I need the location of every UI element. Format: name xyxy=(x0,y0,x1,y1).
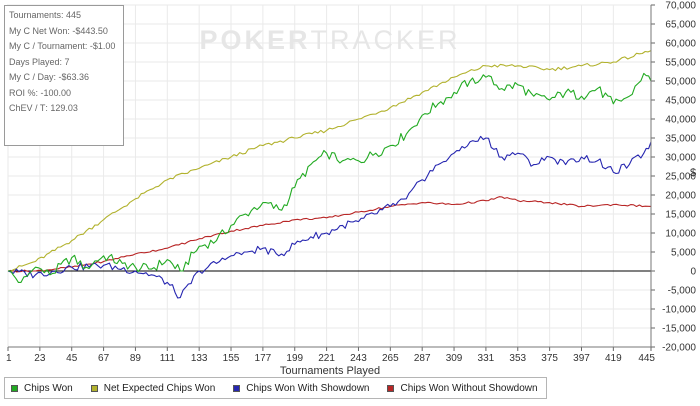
y-tick-label: 40,000 xyxy=(665,115,696,126)
y-tick-label: 5,000 xyxy=(671,248,696,259)
x-tick-label: 265 xyxy=(382,353,399,364)
stat-separator: : xyxy=(61,10,67,20)
stat-label: My C / Day xyxy=(9,72,54,82)
stat-value: 445 xyxy=(66,10,82,20)
x-tick-label: 397 xyxy=(573,353,590,364)
stat-label: My C / Tournament xyxy=(9,41,85,51)
stat-value: -$1.00 xyxy=(89,41,116,51)
x-tick-label: 45 xyxy=(66,353,78,364)
x-tick-label: 221 xyxy=(318,353,335,364)
series-group xyxy=(7,50,652,299)
stat-label: ROI % xyxy=(9,87,36,98)
x-tick-label: 23 xyxy=(34,353,46,364)
stat-value: -100.00 xyxy=(40,87,72,98)
watermark: POKERTRACKER xyxy=(199,25,460,55)
stat-separator: : xyxy=(67,25,73,36)
stat-net-won: My C Net Won: -$443.50 xyxy=(9,24,119,40)
x-tick-label: 177 xyxy=(255,353,272,364)
y-tick-label: 65,000 xyxy=(665,20,696,31)
stat-per-day: My C / Day: -$63.36 xyxy=(9,70,119,86)
legend-item-without-showdown[interactable]: Chips Won Without Showdown xyxy=(387,382,538,394)
y-tick-label: -15,000 xyxy=(662,324,696,335)
x-tick-label: 331 xyxy=(478,353,495,364)
y-tick-label: -5,000 xyxy=(668,286,697,297)
stat-value: 7 xyxy=(64,56,70,67)
y-tick-label: 45,000 xyxy=(665,96,696,107)
y-axis-title: $ xyxy=(690,167,696,179)
x-tick-label: 287 xyxy=(414,353,431,364)
x-tick-label: 419 xyxy=(605,353,622,364)
y-tick-label: 30,000 xyxy=(665,153,696,164)
net-expected-line xyxy=(7,50,652,273)
stat-separator: : xyxy=(53,72,59,82)
stat-label: Tournaments xyxy=(9,10,62,20)
stat-separator: : xyxy=(45,103,51,113)
stat-value: -$443.50 xyxy=(72,25,108,36)
x-tick-label: 133 xyxy=(191,353,208,364)
x-tick-label: 243 xyxy=(350,353,367,364)
stat-value: 129.03 xyxy=(50,103,78,113)
stat-value: -$63.36 xyxy=(58,72,90,82)
y-tick-label: 10,000 xyxy=(665,229,696,240)
y-tick-label: 60,000 xyxy=(665,39,696,50)
stat-label: Days Played xyxy=(9,56,60,67)
stat-separator: : xyxy=(59,56,65,67)
y-tick-label: 35,000 xyxy=(665,134,696,145)
x-tick-label: 353 xyxy=(509,353,526,364)
stat-per-tournament: My C / Tournament: -$1.00 xyxy=(9,39,119,55)
y-tick-label: 70,000 xyxy=(665,1,696,12)
legend-swatch xyxy=(233,384,241,392)
stat-days-played: Days Played: 7 xyxy=(9,55,119,71)
y-tick-label: 15,000 xyxy=(665,210,696,221)
legend-item-chips-won[interactable]: Chips Won xyxy=(11,383,73,394)
y-tick-label: 20,000 xyxy=(665,191,696,202)
x-tick-label: 199 xyxy=(286,353,303,364)
legend-label: Chips Won With Showdown xyxy=(246,382,370,394)
legend-swatch xyxy=(11,384,18,392)
legend-swatch xyxy=(387,384,395,392)
stat-roi: ROI %: -100.00 xyxy=(9,86,119,102)
chart-legend: Chips Won Net Expected Chips Won Chips W… xyxy=(4,377,547,399)
chips-won-line xyxy=(7,72,652,283)
stat-label: ChEV / T xyxy=(9,103,46,113)
axes: -20,000 -15,000 -10,000 -5,000 0 5,000 10,000 1… xyxy=(6,1,696,365)
x-tick-label: 89 xyxy=(130,353,142,364)
stats-panel: Tournaments: 445 My C Net Won: -$443.50 … xyxy=(4,5,124,146)
x-axis-title: Tournaments Played xyxy=(280,365,380,377)
x-tick-label: 309 xyxy=(446,353,463,364)
x-tick-label: 375 xyxy=(541,353,558,364)
legend-label: Chips Won Without Showdown xyxy=(400,382,538,394)
x-tick-label: 67 xyxy=(98,353,110,364)
with-showdown-line xyxy=(7,135,652,299)
stat-separator: : xyxy=(84,41,90,51)
legend-swatch xyxy=(90,384,98,392)
legend-label: Net Expected Chips Won xyxy=(103,382,216,394)
x-tick-label: 111 xyxy=(160,353,176,364)
y-tick-label: 0 xyxy=(690,267,696,278)
y-tick-label: -20,000 xyxy=(662,343,696,354)
y-tick-label: -10,000 xyxy=(662,305,696,316)
legend-item-net-expected[interactable]: Net Expected Chips Won xyxy=(90,382,216,394)
legend-label: Chips Won xyxy=(24,382,73,394)
y-tick-label: 25,000 xyxy=(665,172,696,183)
stat-separator: : xyxy=(35,87,41,98)
stat-tournaments: Tournaments: 445 xyxy=(9,8,119,24)
stat-label: My C Net Won xyxy=(9,25,68,36)
stat-chev: ChEV / T: 129.03 xyxy=(9,101,119,117)
x-tick-label: 155 xyxy=(223,353,240,364)
y-tick-label: 50,000 xyxy=(665,77,696,88)
legend-item-with-showdown[interactable]: Chips Won With Showdown xyxy=(233,383,369,394)
x-tick-label: 445 xyxy=(638,353,655,364)
y-tick-label: 55,000 xyxy=(665,58,696,69)
x-tick-label: 1 xyxy=(6,353,12,364)
